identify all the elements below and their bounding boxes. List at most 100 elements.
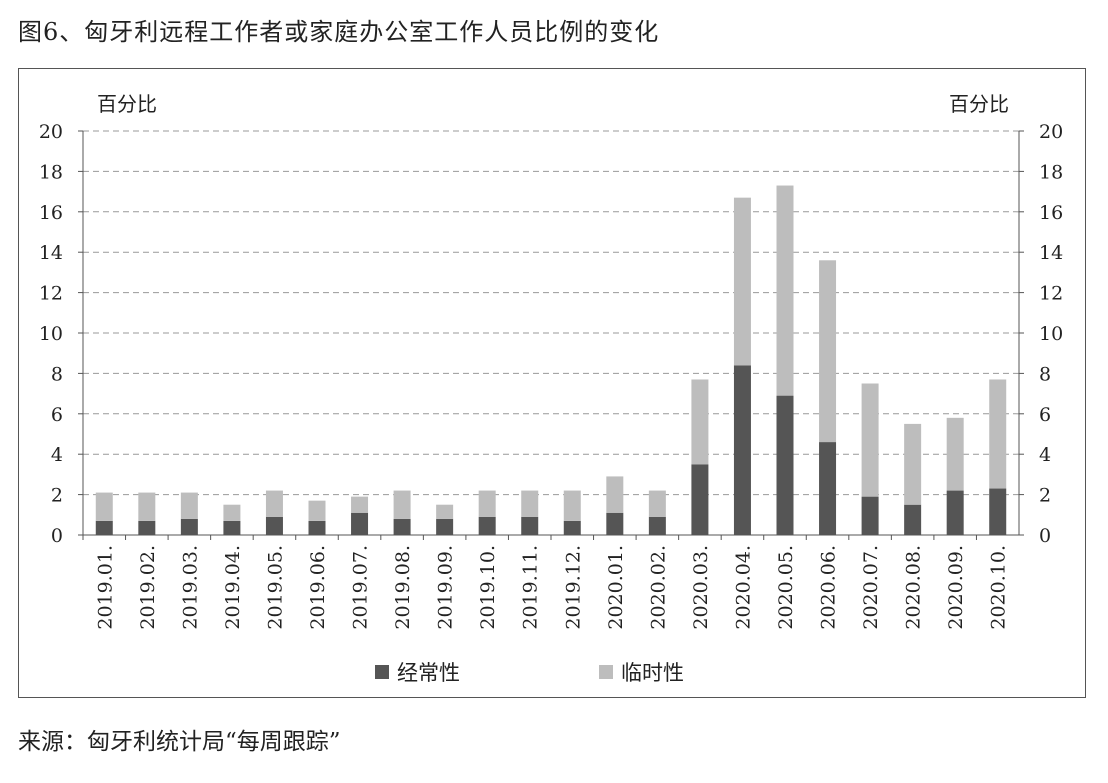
x-tick-label: 2019.03. xyxy=(179,545,201,630)
bar-segment-regular xyxy=(265,516,283,535)
bar-segment-regular xyxy=(308,520,326,535)
bar-segment-regular xyxy=(989,488,1007,535)
x-tick-label: 2019.08. xyxy=(392,545,414,630)
bar-segment-occasional xyxy=(989,379,1007,489)
bar-segment-occasional xyxy=(563,490,581,521)
legend-label: 经常性 xyxy=(397,661,460,685)
bar-segment-regular xyxy=(819,442,837,535)
y-tick-label-right: 12 xyxy=(1039,283,1063,305)
bar-segment-occasional xyxy=(733,197,751,366)
bar-segment-occasional xyxy=(861,383,879,497)
bar-segment-occasional xyxy=(95,492,113,521)
source-note: 来源：匈牙利统计局“每周跟踪” xyxy=(18,729,341,755)
x-tick-label: 2019.05. xyxy=(264,545,286,630)
bar-segment-occasional xyxy=(223,504,241,521)
gridlines xyxy=(83,130,1019,496)
bar-segment-regular xyxy=(223,520,241,535)
y-tick-label-right: 6 xyxy=(1039,404,1051,426)
y-tick-label-left: 0 xyxy=(51,525,63,547)
bar-segment-regular xyxy=(946,490,964,535)
y-tick-label-left: 4 xyxy=(51,444,63,466)
bar-segment-occasional xyxy=(776,185,794,396)
bar-segment-regular xyxy=(648,516,666,535)
x-tick-label: 2019.01. xyxy=(94,545,116,630)
bar-segment-regular xyxy=(563,520,581,535)
y-tick-label-left: 12 xyxy=(39,283,63,305)
x-tick-label: 2020.07. xyxy=(860,545,882,630)
x-tick-label: 2020.06. xyxy=(818,545,840,630)
bar-segment-regular xyxy=(180,518,198,535)
y-tick-label-right: 2 xyxy=(1039,485,1051,507)
y-tick-label-left: 14 xyxy=(39,242,63,264)
bar-segment-occasional xyxy=(904,423,922,505)
y-tick-label-right: 18 xyxy=(1039,161,1063,183)
x-tick-label: 2020.01. xyxy=(605,545,627,630)
bar-segment-occasional xyxy=(308,500,326,521)
x-tick-label: 2020.10. xyxy=(988,545,1010,630)
y-tick-label-right: 4 xyxy=(1039,444,1051,466)
bar-segment-regular xyxy=(351,512,369,535)
bar-segment-occasional xyxy=(351,496,369,513)
bar-segment-regular xyxy=(393,518,411,535)
y-tick-label-left: 20 xyxy=(39,121,63,143)
x-tick-label: 2020.08. xyxy=(903,545,925,630)
bar-segment-regular xyxy=(691,464,709,535)
legend-swatch xyxy=(375,665,389,679)
y-tick-label-right: 8 xyxy=(1039,363,1051,385)
bars xyxy=(95,185,1007,535)
bar-segment-regular xyxy=(138,520,156,535)
bar-segment-regular xyxy=(776,395,794,535)
bar-segment-regular xyxy=(436,518,454,535)
y-tick-label-left: 16 xyxy=(39,202,63,224)
y-axis-label-right: 百分比 xyxy=(949,92,1009,116)
bar-segment-occasional xyxy=(691,379,709,465)
chart-frame: 0 0 2 2 4 4 6 6 8 8 10 10 12 12 14 14 16 16 18 18 20 20 2019.0… xyxy=(18,68,1086,698)
x-tick-label: 2019.12. xyxy=(562,545,584,630)
bar-segment-occasional xyxy=(180,492,198,519)
y-tick-label-right: 14 xyxy=(1039,242,1063,264)
axes: 0 0 2 2 4 4 6 6 8 8 10 10 12 12 14 14 16 16 18 18 20 20 2019.0… xyxy=(39,121,1063,630)
stacked-bar-chart: 0 0 2 2 4 4 6 6 8 8 10 10 12 12 14 14 16 16 18 18 20 20 2019.0… xyxy=(39,92,1063,685)
y-tick-label-right: 20 xyxy=(1039,121,1063,143)
bar-segment-regular xyxy=(521,516,539,535)
y-tick-label-left: 2 xyxy=(51,485,63,507)
x-tick-label: 2019.06. xyxy=(307,545,329,630)
bar-segment-regular xyxy=(478,516,496,535)
bar-segment-occasional xyxy=(138,492,156,521)
bar-segment-occasional xyxy=(265,490,283,517)
bar-segment-occasional xyxy=(819,260,837,443)
x-tick-label: 2020.05. xyxy=(775,545,797,630)
bar-segment-regular xyxy=(733,365,751,535)
bar-segment-occasional xyxy=(521,490,539,517)
x-tick-label: 2019.09. xyxy=(435,545,457,630)
x-tick-label: 2020.03. xyxy=(690,545,712,630)
y-tick-label-right: 16 xyxy=(1039,202,1063,224)
y-tick-label-left: 18 xyxy=(39,161,63,183)
x-tick-label: 2019.07. xyxy=(350,545,372,630)
bar-segment-occasional xyxy=(946,417,964,491)
y-tick-label-left: 6 xyxy=(51,404,63,426)
y-tick-label-left: 10 xyxy=(39,323,63,345)
legend: 经常性 临时性 xyxy=(375,661,684,685)
figure-title: 图6、匈牙利远程工作者或家庭办公室工作人员比例的变化 xyxy=(18,18,660,46)
x-tick-label: 2019.02. xyxy=(137,545,159,630)
y-tick-label-right: 0 xyxy=(1039,525,1051,547)
legend-label: 临时性 xyxy=(621,661,684,685)
bar-segment-occasional xyxy=(436,504,454,519)
bar-segment-occasional xyxy=(393,490,411,519)
bar-segment-regular xyxy=(95,520,113,535)
bar-segment-regular xyxy=(861,496,879,535)
x-tick-label: 2020.04. xyxy=(732,545,754,630)
bar-segment-occasional xyxy=(606,476,624,513)
x-tick-label: 2020.02. xyxy=(647,545,669,630)
bar-segment-regular xyxy=(606,512,624,535)
y-tick-label-left: 8 xyxy=(51,363,63,385)
y-axis-label-left: 百分比 xyxy=(97,92,157,116)
y-tick-label-right: 10 xyxy=(1039,323,1063,345)
bar-segment-regular xyxy=(904,504,922,535)
x-tick-label: 2019.11. xyxy=(520,545,542,630)
legend-swatch xyxy=(599,665,613,679)
x-tick-label: 2019.04. xyxy=(222,545,244,630)
bar-segment-occasional xyxy=(648,490,666,517)
x-tick-label: 2020.09. xyxy=(945,545,967,630)
